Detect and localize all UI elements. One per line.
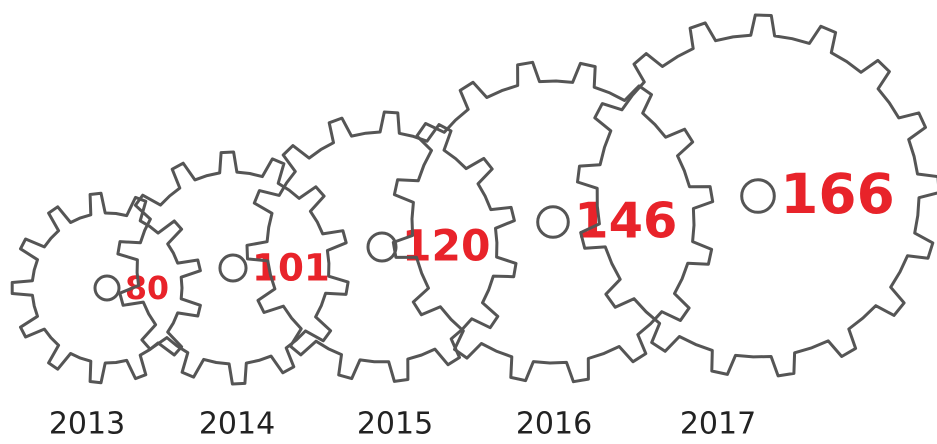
gear-hub <box>536 205 570 239</box>
value-label: 166 <box>780 162 894 226</box>
gear <box>245 110 518 383</box>
year-label: 2014 <box>199 407 275 442</box>
gear-hub <box>218 253 248 283</box>
gear-hub <box>366 231 398 263</box>
value-label: 120 <box>402 222 491 271</box>
gear <box>391 60 715 384</box>
year-label: 2017 <box>680 407 756 442</box>
year-label: 2015 <box>357 407 433 442</box>
gear <box>116 150 350 386</box>
gear-hub <box>740 178 776 214</box>
value-label: 101 <box>252 246 330 290</box>
gear <box>576 13 937 378</box>
gear <box>10 191 202 385</box>
year-label: 2016 <box>516 407 592 442</box>
value-label: 146 <box>574 192 677 250</box>
year-label: 2013 <box>49 407 125 442</box>
gear-hub <box>93 274 121 302</box>
